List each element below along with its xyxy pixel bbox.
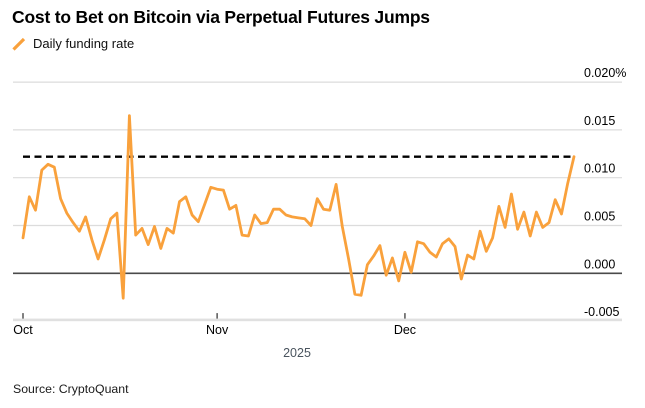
x-axis-label: Nov — [206, 323, 229, 337]
y-axis-label: 0.020% — [584, 66, 626, 80]
funding-rate-line — [21, 114, 576, 300]
source-note: Source: CryptoQuant — [13, 382, 129, 396]
chart-title: Cost to Bet on Bitcoin via Perpetual Fut… — [12, 7, 430, 27]
y-axis-label: -0.005 — [584, 305, 619, 319]
y-axis-label: 0.000 — [584, 257, 615, 271]
legend-label: Daily funding rate — [33, 36, 135, 51]
y-axis-label: 0.005 — [584, 210, 615, 224]
x-axis-year-label: 2025 — [283, 346, 311, 360]
x-axis-label: Dec — [394, 323, 416, 337]
y-axis-label: 0.010 — [584, 162, 615, 176]
legend: Daily funding rate — [12, 36, 134, 51]
y-axis-label: 0.015 — [584, 114, 615, 128]
x-axis-label: Oct — [13, 323, 33, 337]
line-series-swatch-icon — [12, 37, 26, 51]
x-axis-line — [13, 318, 622, 322]
